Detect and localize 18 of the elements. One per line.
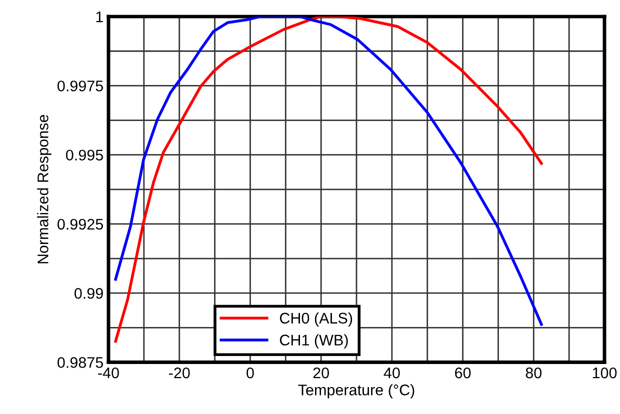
y-tick-label: 0.99 bbox=[74, 288, 103, 299]
y-tick-label: 1 bbox=[96, 12, 103, 22]
y-tick-label: 0.995 bbox=[66, 150, 103, 161]
y-tick-label: 0.9925 bbox=[58, 218, 104, 230]
legend-label: CH1 (WB) bbox=[280, 334, 348, 348]
x-tick-label: -20 bbox=[168, 368, 190, 378]
y-tick-label: 0.9875 bbox=[58, 357, 104, 368]
x-tick-label: 100 bbox=[592, 368, 617, 378]
x-tick-label: 20 bbox=[313, 368, 329, 378]
x-tick-label: 80 bbox=[526, 368, 542, 378]
x-axis-title: Temperature (°C) bbox=[298, 384, 414, 398]
legend-label: CH0 (ALS) bbox=[280, 312, 352, 327]
x-tick-label: -40 bbox=[98, 368, 119, 378]
y-tick-label: 0.9975 bbox=[58, 80, 104, 92]
x-tick-label: 40 bbox=[384, 368, 400, 378]
x-tick-label: 60 bbox=[455, 368, 471, 378]
x-tick-label: 0 bbox=[246, 368, 254, 378]
y-axis-title: Normalized Response bbox=[37, 114, 52, 264]
